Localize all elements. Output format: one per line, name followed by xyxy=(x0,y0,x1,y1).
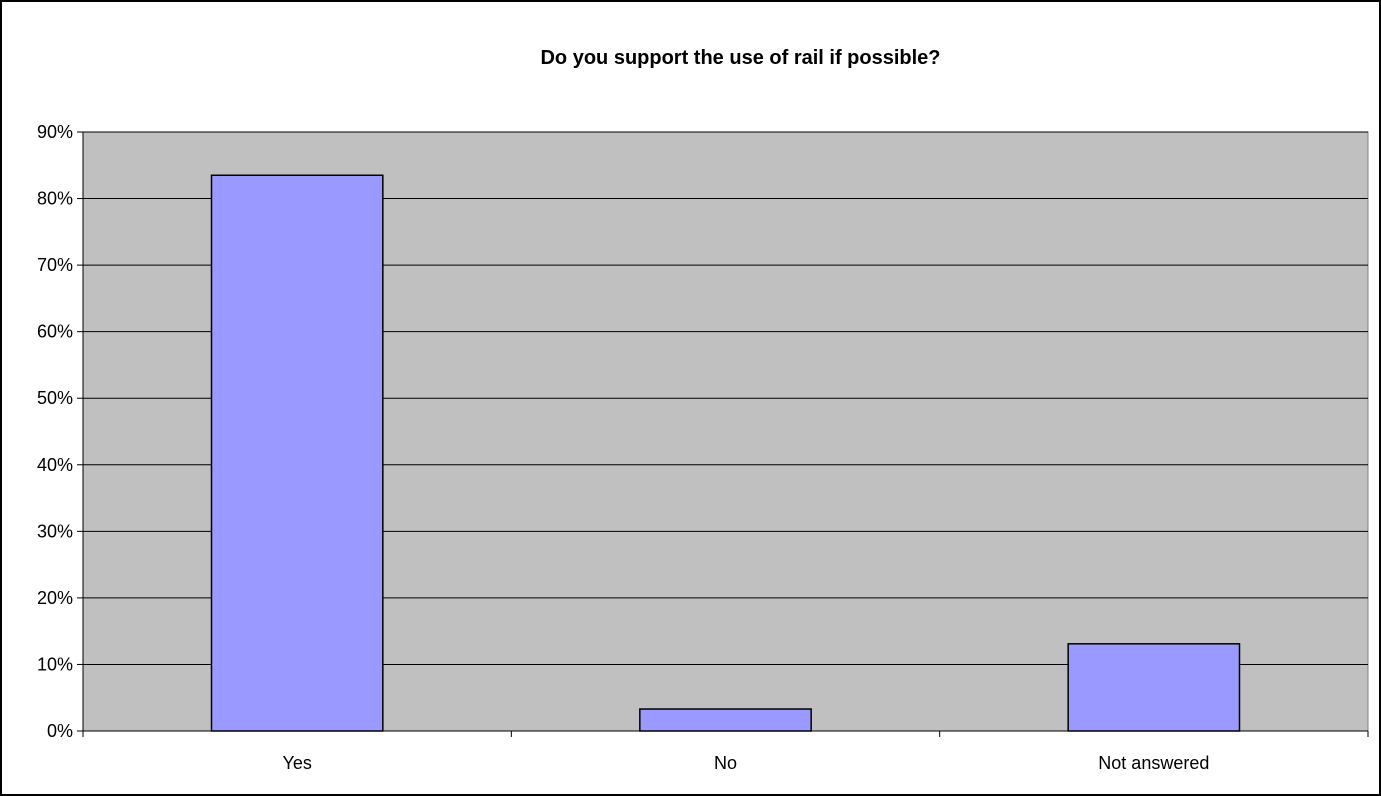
y-tick-label: 30% xyxy=(37,521,73,541)
x-tick-label: No xyxy=(714,753,737,773)
x-axis: Yes No Not answered xyxy=(82,730,1369,773)
y-tick-label: 40% xyxy=(37,455,73,475)
bars xyxy=(210,174,1241,732)
bar xyxy=(210,174,384,732)
y-tick-label: 20% xyxy=(37,588,73,608)
y-tick-label: 90% xyxy=(37,122,73,142)
y-tick-label: 50% xyxy=(37,388,73,408)
bar xyxy=(639,708,812,732)
y-tick-label: 80% xyxy=(37,189,73,209)
y-tick-label: 10% xyxy=(37,654,73,674)
y-axis: 0% 10% 20% 30% 40% 50% 60% 70% 80% 90% xyxy=(37,122,84,741)
x-tick-label: Not answered xyxy=(1098,753,1209,773)
y-tick-label: 70% xyxy=(37,255,73,275)
x-tick-label: Yes xyxy=(282,753,311,773)
bar xyxy=(1067,643,1241,732)
y-tick-label: 0% xyxy=(47,721,73,741)
y-tick-label: 60% xyxy=(37,322,73,342)
chart-title: Do you support the use of rail if possib… xyxy=(540,47,940,69)
